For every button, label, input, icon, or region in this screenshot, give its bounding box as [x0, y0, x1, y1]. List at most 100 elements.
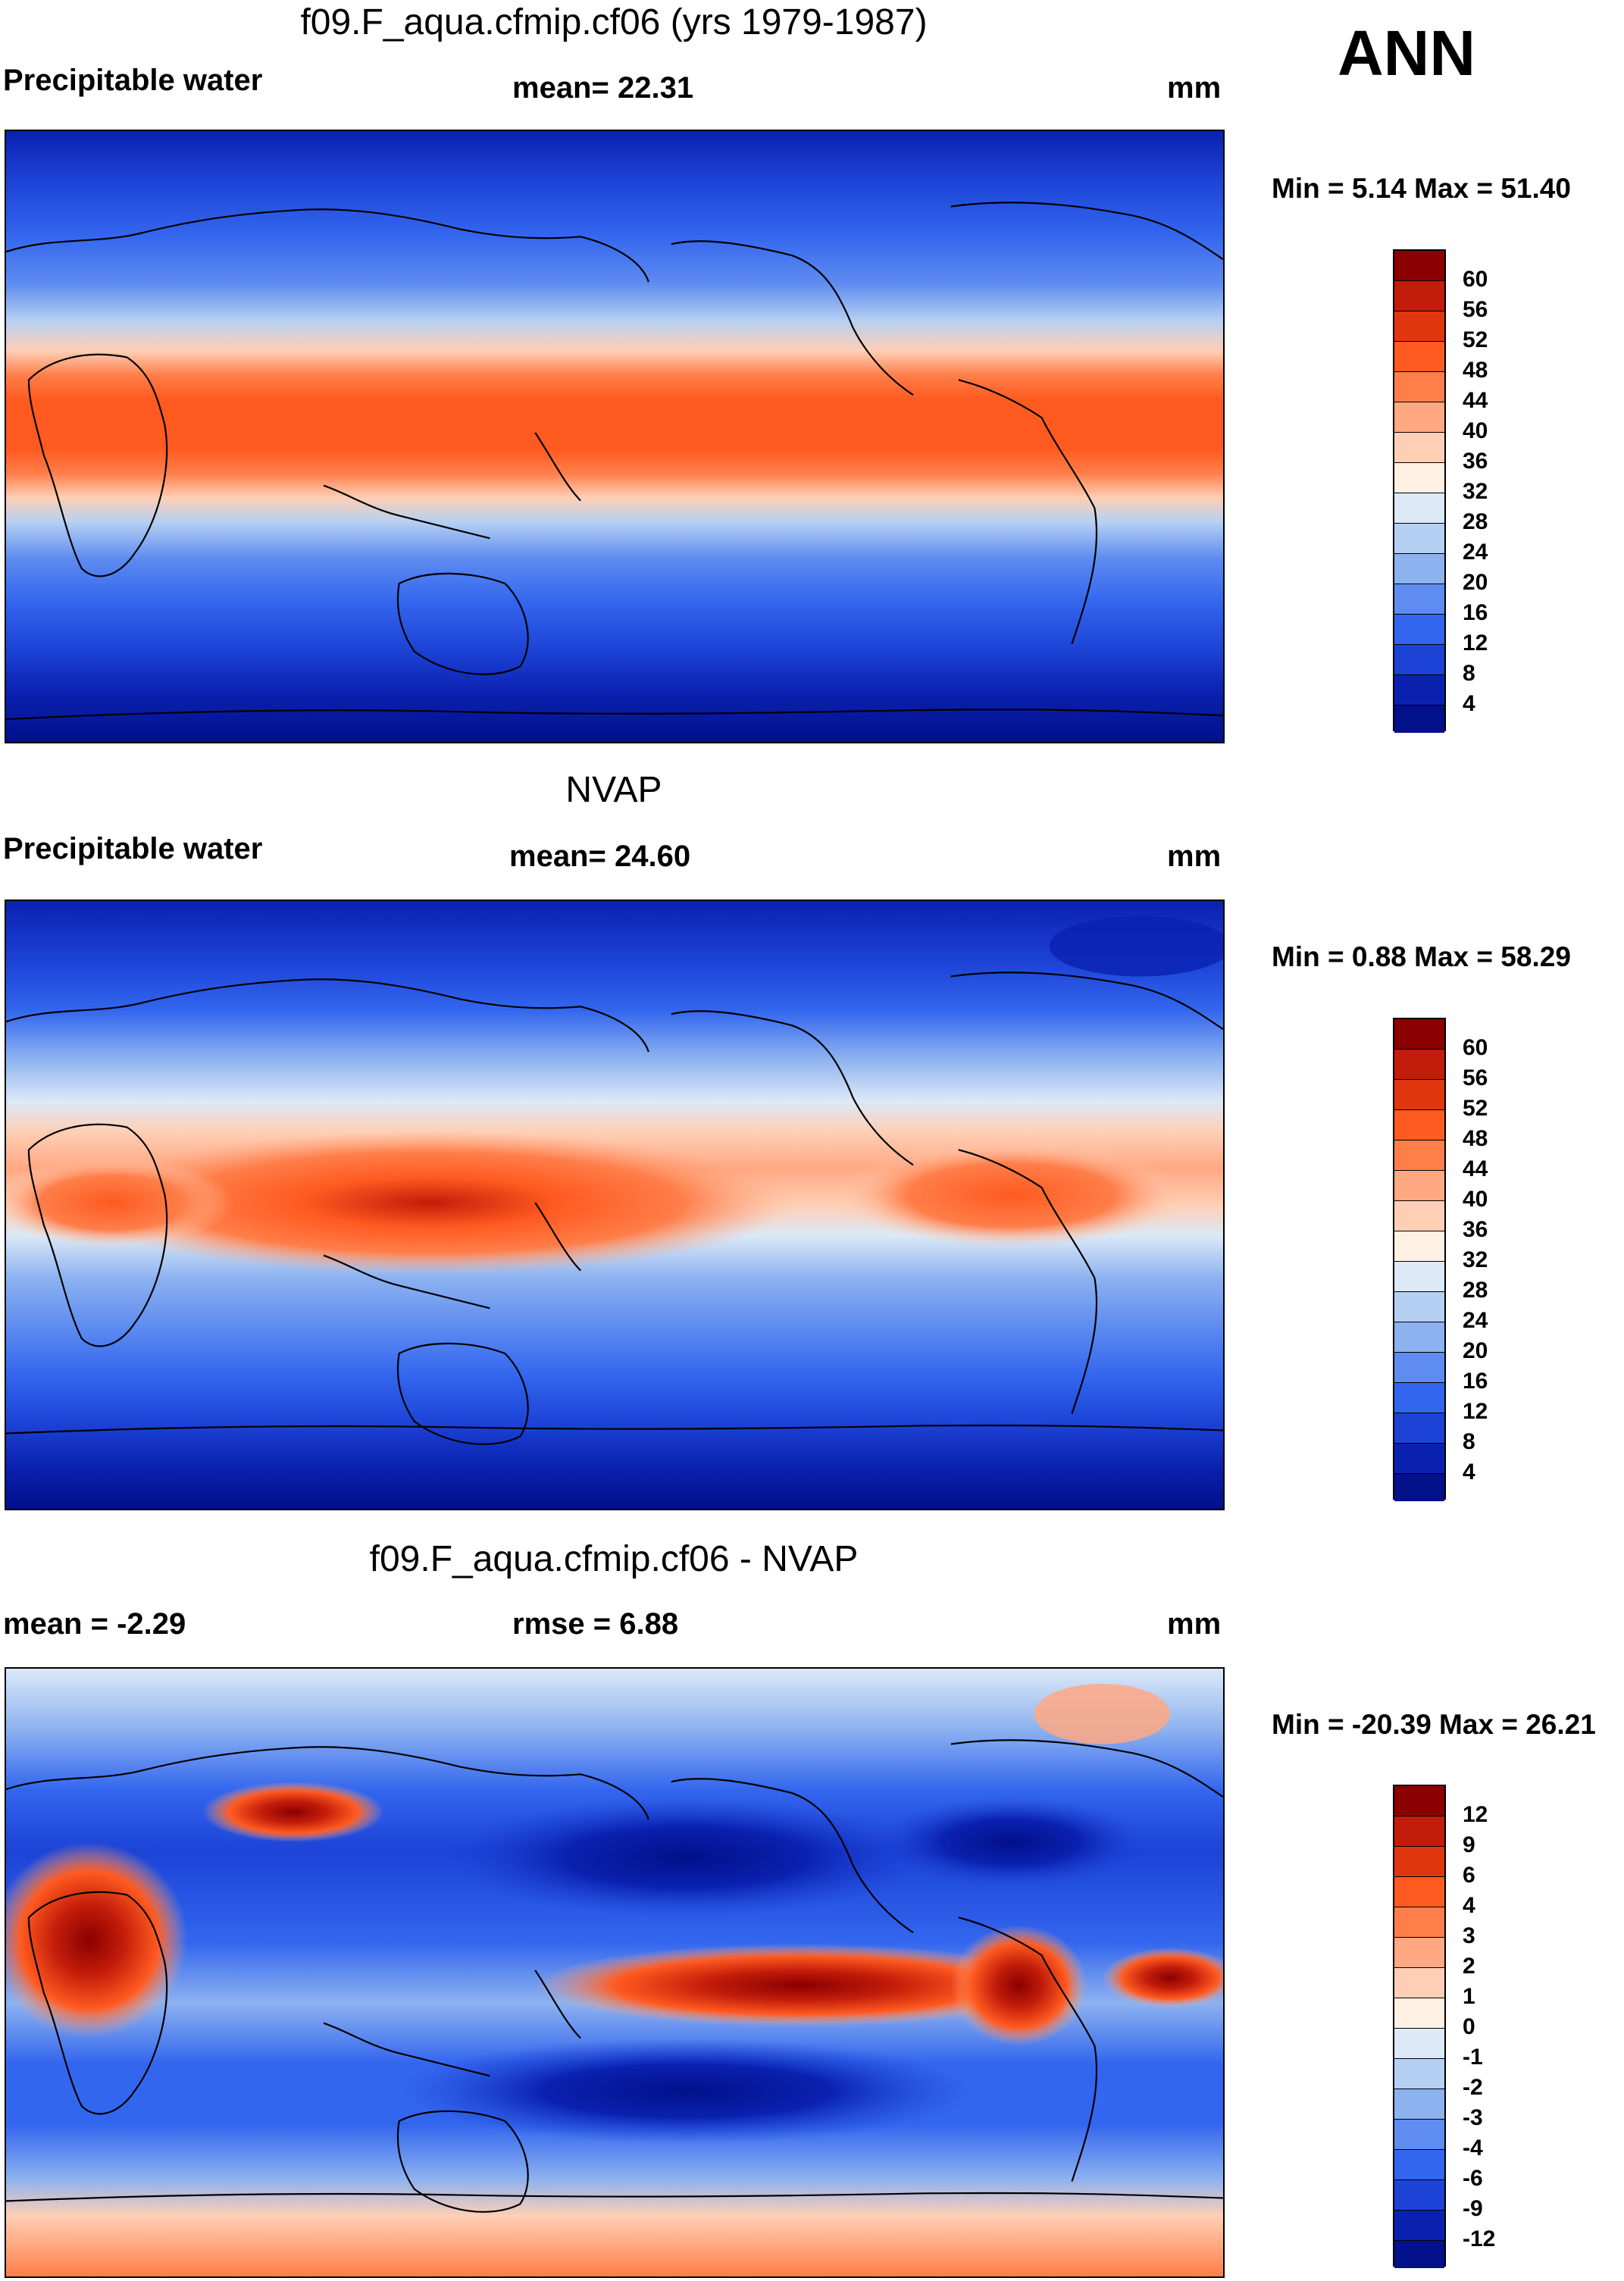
colorbar-swatch [1394, 1019, 1444, 1050]
colorbar-swatch [1394, 1474, 1444, 1501]
panel-model-map [5, 130, 1225, 743]
obs-precipitable-water-field [6, 901, 1223, 1509]
east-pacific-wet-bias [535, 1944, 1065, 2027]
colorbar-tick-label: 12 [1463, 1802, 1488, 1827]
colorbar-tick-label: 48 [1463, 358, 1488, 383]
panel-obs-mean-label: mean= 24.60 [509, 840, 691, 873]
colorbar-swatch [1394, 493, 1444, 524]
colorbar-swatch [1394, 1201, 1444, 1231]
colorbar-swatch [1394, 1353, 1444, 1383]
colorbar-tick-label: 60 [1463, 267, 1488, 292]
colorbar-tick-label: 40 [1463, 418, 1488, 443]
colorbar-tick-label: 4 [1463, 1893, 1475, 1918]
colorbar-tick-label: 0 [1463, 2014, 1475, 2039]
colorbar-swatch [1394, 1444, 1444, 1474]
colorbar-swatch [1394, 1322, 1444, 1353]
north-atlantic-dry-bias [875, 1797, 1148, 1888]
colorbar-swatch [1394, 433, 1444, 463]
colorbar-tick-label: 20 [1463, 1338, 1488, 1363]
colorbar-swatch [1394, 1968, 1444, 1998]
colorbar-tick-label: 32 [1463, 479, 1488, 504]
colorbar-swatch [1394, 1847, 1444, 1877]
colorbar-tick-label: 2 [1463, 1954, 1475, 1979]
colorbar-swatches [1393, 1785, 1446, 2268]
colorbar-tick-label: -1 [1463, 2045, 1483, 2070]
colorbar-swatch [1394, 2150, 1444, 2180]
colorbar-swatches [1393, 1018, 1446, 1501]
colorbar-swatch [1394, 1383, 1444, 1413]
south-america-maximum [837, 1142, 1186, 1248]
colorbar-swatch [1394, 342, 1444, 372]
colorbar-tick-label: 28 [1463, 509, 1488, 534]
colorbar-swatch [1394, 2211, 1444, 2241]
colorbar-swatch [1394, 675, 1444, 706]
coastlines [6, 972, 1223, 1445]
colorbar-tick-label: 40 [1463, 1187, 1488, 1212]
colorbar-swatch [1394, 1877, 1444, 1907]
colorbar-tick-label: 4 [1463, 1460, 1475, 1485]
colorbar-swatch [1394, 372, 1444, 402]
colorbar-swatch [1394, 402, 1444, 433]
colorbar-tick-label: -3 [1463, 2105, 1483, 2130]
panel-model-colorbar: 60 56 52 48 44 40 36 32 28 24 20 16 12 8… [1393, 249, 1488, 733]
colorbar-tick-label: 52 [1463, 1096, 1488, 1121]
colorbar-tick-label: 44 [1463, 388, 1488, 413]
colorbar-tick-label: 60 [1463, 1035, 1488, 1060]
north-pacific-dry-bias [444, 1797, 928, 1918]
colorbar-swatch [1394, 1816, 1444, 1847]
colorbar-swatch [1394, 615, 1444, 645]
colorbar-swatch [1394, 2089, 1444, 2120]
colorbar-tick-label: 4 [1463, 691, 1475, 716]
colorbar-swatch [1394, 706, 1444, 733]
panel-model-variable-label: Precipitable water [3, 64, 263, 97]
colorbar-tick-label: 1 [1463, 1984, 1475, 2009]
panel-obs-minmax: Min = 0.88 Max = 58.29 [1272, 941, 1571, 972]
colorbar-swatch [1394, 1140, 1444, 1171]
colorbar-tick-label: 32 [1463, 1247, 1488, 1272]
colorbar-swatch [1394, 645, 1444, 675]
difference-field [6, 1669, 1223, 2276]
colorbar-swatch [1394, 1110, 1444, 1140]
warm-pool [66, 1131, 793, 1275]
colorbar-swatches [1393, 249, 1446, 733]
colorbar-tick-label: 36 [1463, 449, 1488, 474]
colorbar-tick-label: 8 [1463, 661, 1475, 686]
colorbar-swatch [1394, 2029, 1444, 2059]
colorbar-swatch [1394, 1413, 1444, 1444]
panel-model-minmax: Min = 5.14 Max = 51.40 [1272, 173, 1571, 204]
colorbar-swatch [1394, 1050, 1444, 1080]
coastlines [6, 1739, 1223, 2213]
colorbar-tick-label: 24 [1463, 1308, 1488, 1333]
colorbar-tick-label: 16 [1463, 600, 1488, 625]
colorbar-swatch [1394, 2180, 1444, 2211]
colorbar-swatch [1394, 1998, 1444, 2029]
colorbar-swatch [1394, 281, 1444, 311]
colorbar-tick-label: 56 [1463, 1065, 1488, 1090]
colorbar-tick-label: 28 [1463, 1278, 1488, 1303]
africa-maximum [6, 1157, 233, 1248]
colorbar-swatch [1394, 1938, 1444, 1968]
colorbar-tick-label: 8 [1463, 1429, 1475, 1454]
colorbar-swatch [1394, 311, 1444, 342]
colorbar-tick-label: 9 [1463, 1832, 1475, 1857]
colorbar-swatch [1394, 1231, 1444, 1262]
colorbar-tick-label: 52 [1463, 327, 1488, 352]
colorbar-tick-label: -4 [1463, 2136, 1483, 2161]
panel-obs-colorbar: 60 56 52 48 44 40 36 32 28 24 20 16 12 8… [1393, 1018, 1488, 1501]
colorbar-swatch [1394, 584, 1444, 615]
colorbar-swatch [1394, 1171, 1444, 1201]
colorbar-swatch [1394, 251, 1444, 281]
colorbar-swatch [1394, 2241, 1444, 2268]
panel-obs-units: mm [1167, 840, 1222, 873]
colorbar-tick-label: 12 [1463, 1399, 1488, 1424]
colorbar-tick-label: -6 [1463, 2166, 1483, 2191]
colorbar-swatch [1394, 463, 1444, 493]
colorbar-swatch [1394, 554, 1444, 584]
colorbar-tick-label: -12 [1463, 2226, 1496, 2251]
colorbar-tick-label: 20 [1463, 570, 1488, 595]
panel-diff-map [5, 1667, 1225, 2278]
coastlines [6, 202, 1223, 721]
panel-diff-rmse-label: rmse = 6.88 [512, 1607, 679, 1641]
panel-diff-title: f09.F_aqua.cfmip.cf06 - NVAP [369, 1539, 859, 1579]
south-pacific-dry-bias [399, 2038, 974, 2144]
